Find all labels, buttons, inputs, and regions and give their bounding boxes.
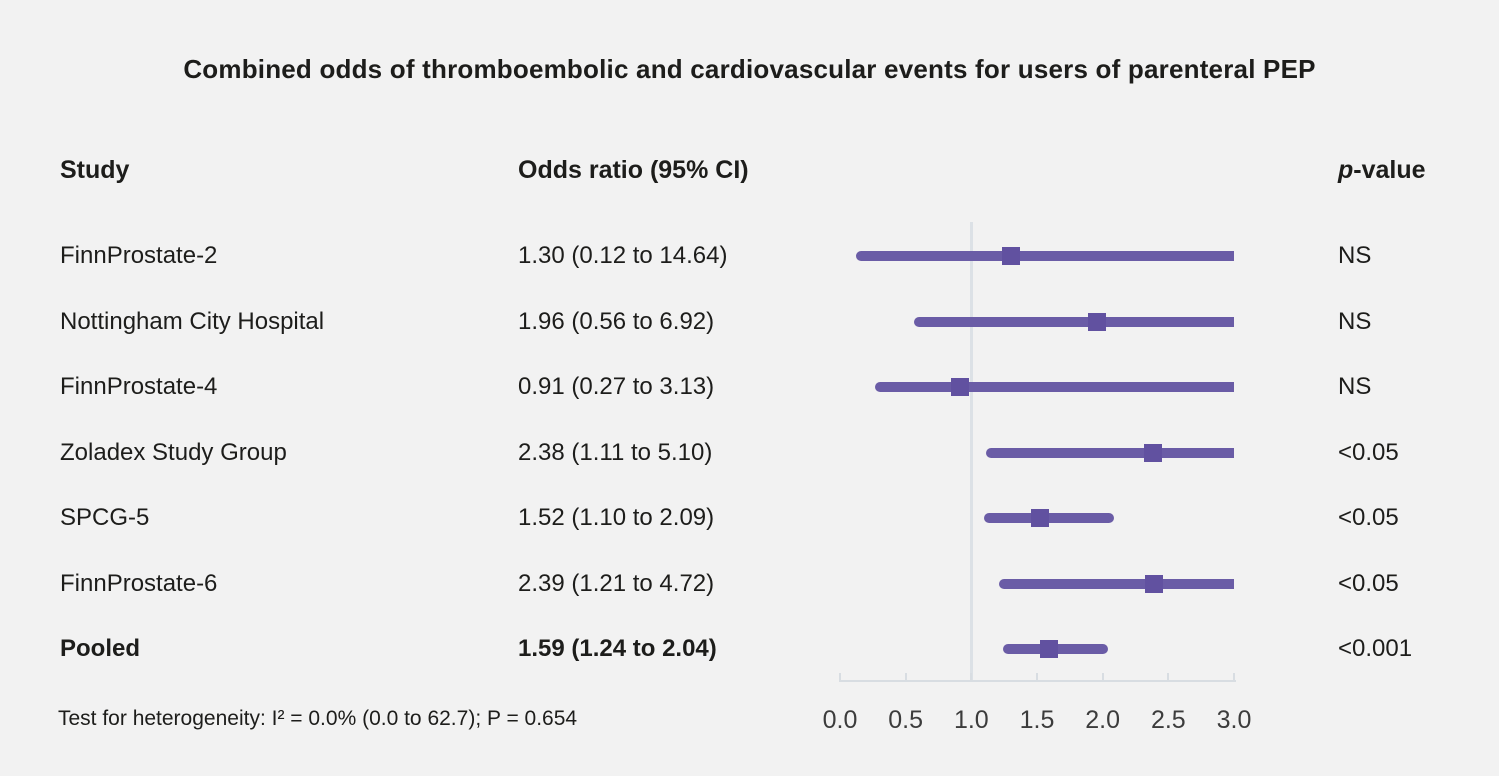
p-value-text: NS — [1338, 307, 1372, 335]
study-label: Zoladex Study Group — [60, 438, 287, 466]
column-header-p-value: p-value — [1338, 156, 1426, 185]
p-suffix: -value — [1353, 156, 1426, 184]
study-label: Nottingham City Hospital — [60, 307, 325, 335]
column-header-odds-ratio: Odds ratio (95% CI) — [518, 156, 749, 184]
x-axis-tick-label: 0.5 — [888, 706, 924, 734]
x-axis-line — [839, 680, 1236, 682]
odds-ratio-text: 2.38 (1.11 to 5.10) — [518, 438, 713, 466]
study-label: FinnProstate-6 — [60, 569, 218, 597]
study-label: FinnProstate-4 — [60, 373, 218, 400]
ci-bar — [875, 382, 1234, 392]
odds-ratio-text: 1.52 (1.10 to 2.09) — [518, 504, 715, 531]
x-axis-tick — [904, 673, 907, 681]
odds-ratio-text: 1.30 (0.12 to 14.64) — [518, 242, 728, 269]
odds-ratio-text: 2.39 (1.21 to 4.72) — [518, 569, 715, 597]
or-marker — [1001, 247, 1020, 265]
or-marker — [1039, 640, 1058, 658]
p-value-text: NS — [1338, 373, 1372, 400]
x-axis-tick-label: 1.0 — [953, 706, 989, 734]
x-axis-tick-label: 1.5 — [1019, 706, 1055, 734]
p-value-text: <0.05 — [1338, 569, 1399, 597]
reference-line-1 — [969, 222, 973, 681]
heterogeneity-note: Test for heterogeneity: I² = 0.0% (0.0 t… — [58, 707, 578, 730]
study-label: SPCG-5 — [60, 504, 150, 531]
ci-bar — [998, 578, 1234, 589]
chart-title: Combined odds of thromboembolic and card… — [183, 54, 1316, 84]
or-marker — [1144, 574, 1163, 593]
x-axis-tick-label: 2.5 — [1150, 706, 1186, 734]
x-axis-tick-label: 3.0 — [1216, 706, 1252, 734]
x-axis-tick — [839, 673, 841, 681]
or-marker — [1088, 312, 1107, 331]
column-header-study: Study — [60, 156, 130, 184]
p-value-text: <0.05 — [1338, 504, 1399, 531]
x-axis-tick — [1167, 673, 1170, 681]
study-label: Pooled — [60, 635, 141, 662]
study-label: FinnProstate-2 — [60, 242, 218, 269]
p-italic: p — [1338, 156, 1354, 184]
ci-bar — [984, 513, 1115, 523]
x-axis-tick-label: 2.0 — [1085, 706, 1121, 734]
x-axis-tick — [970, 673, 973, 681]
p-value-text: <0.05 — [1338, 438, 1399, 466]
ci-bar — [913, 316, 1234, 327]
x-axis-tick — [1036, 673, 1038, 681]
x-axis-tick — [1101, 673, 1104, 681]
odds-ratio-text: 1.96 (0.56 to 6.92) — [518, 307, 715, 335]
ci-bar — [855, 251, 1234, 261]
odds-ratio-text: 0.91 (0.27 to 3.13) — [518, 373, 715, 400]
ci-bar — [985, 447, 1234, 458]
p-value-text: NS — [1338, 242, 1372, 269]
or-marker — [1143, 443, 1162, 462]
or-marker — [950, 378, 969, 396]
p-value-text: <0.001 — [1338, 635, 1413, 662]
x-axis-tick-label: 0.0 — [822, 706, 858, 734]
or-marker — [1030, 509, 1049, 527]
odds-ratio-text: 1.59 (1.24 to 2.04) — [518, 635, 717, 662]
x-axis-tick — [1233, 673, 1235, 681]
